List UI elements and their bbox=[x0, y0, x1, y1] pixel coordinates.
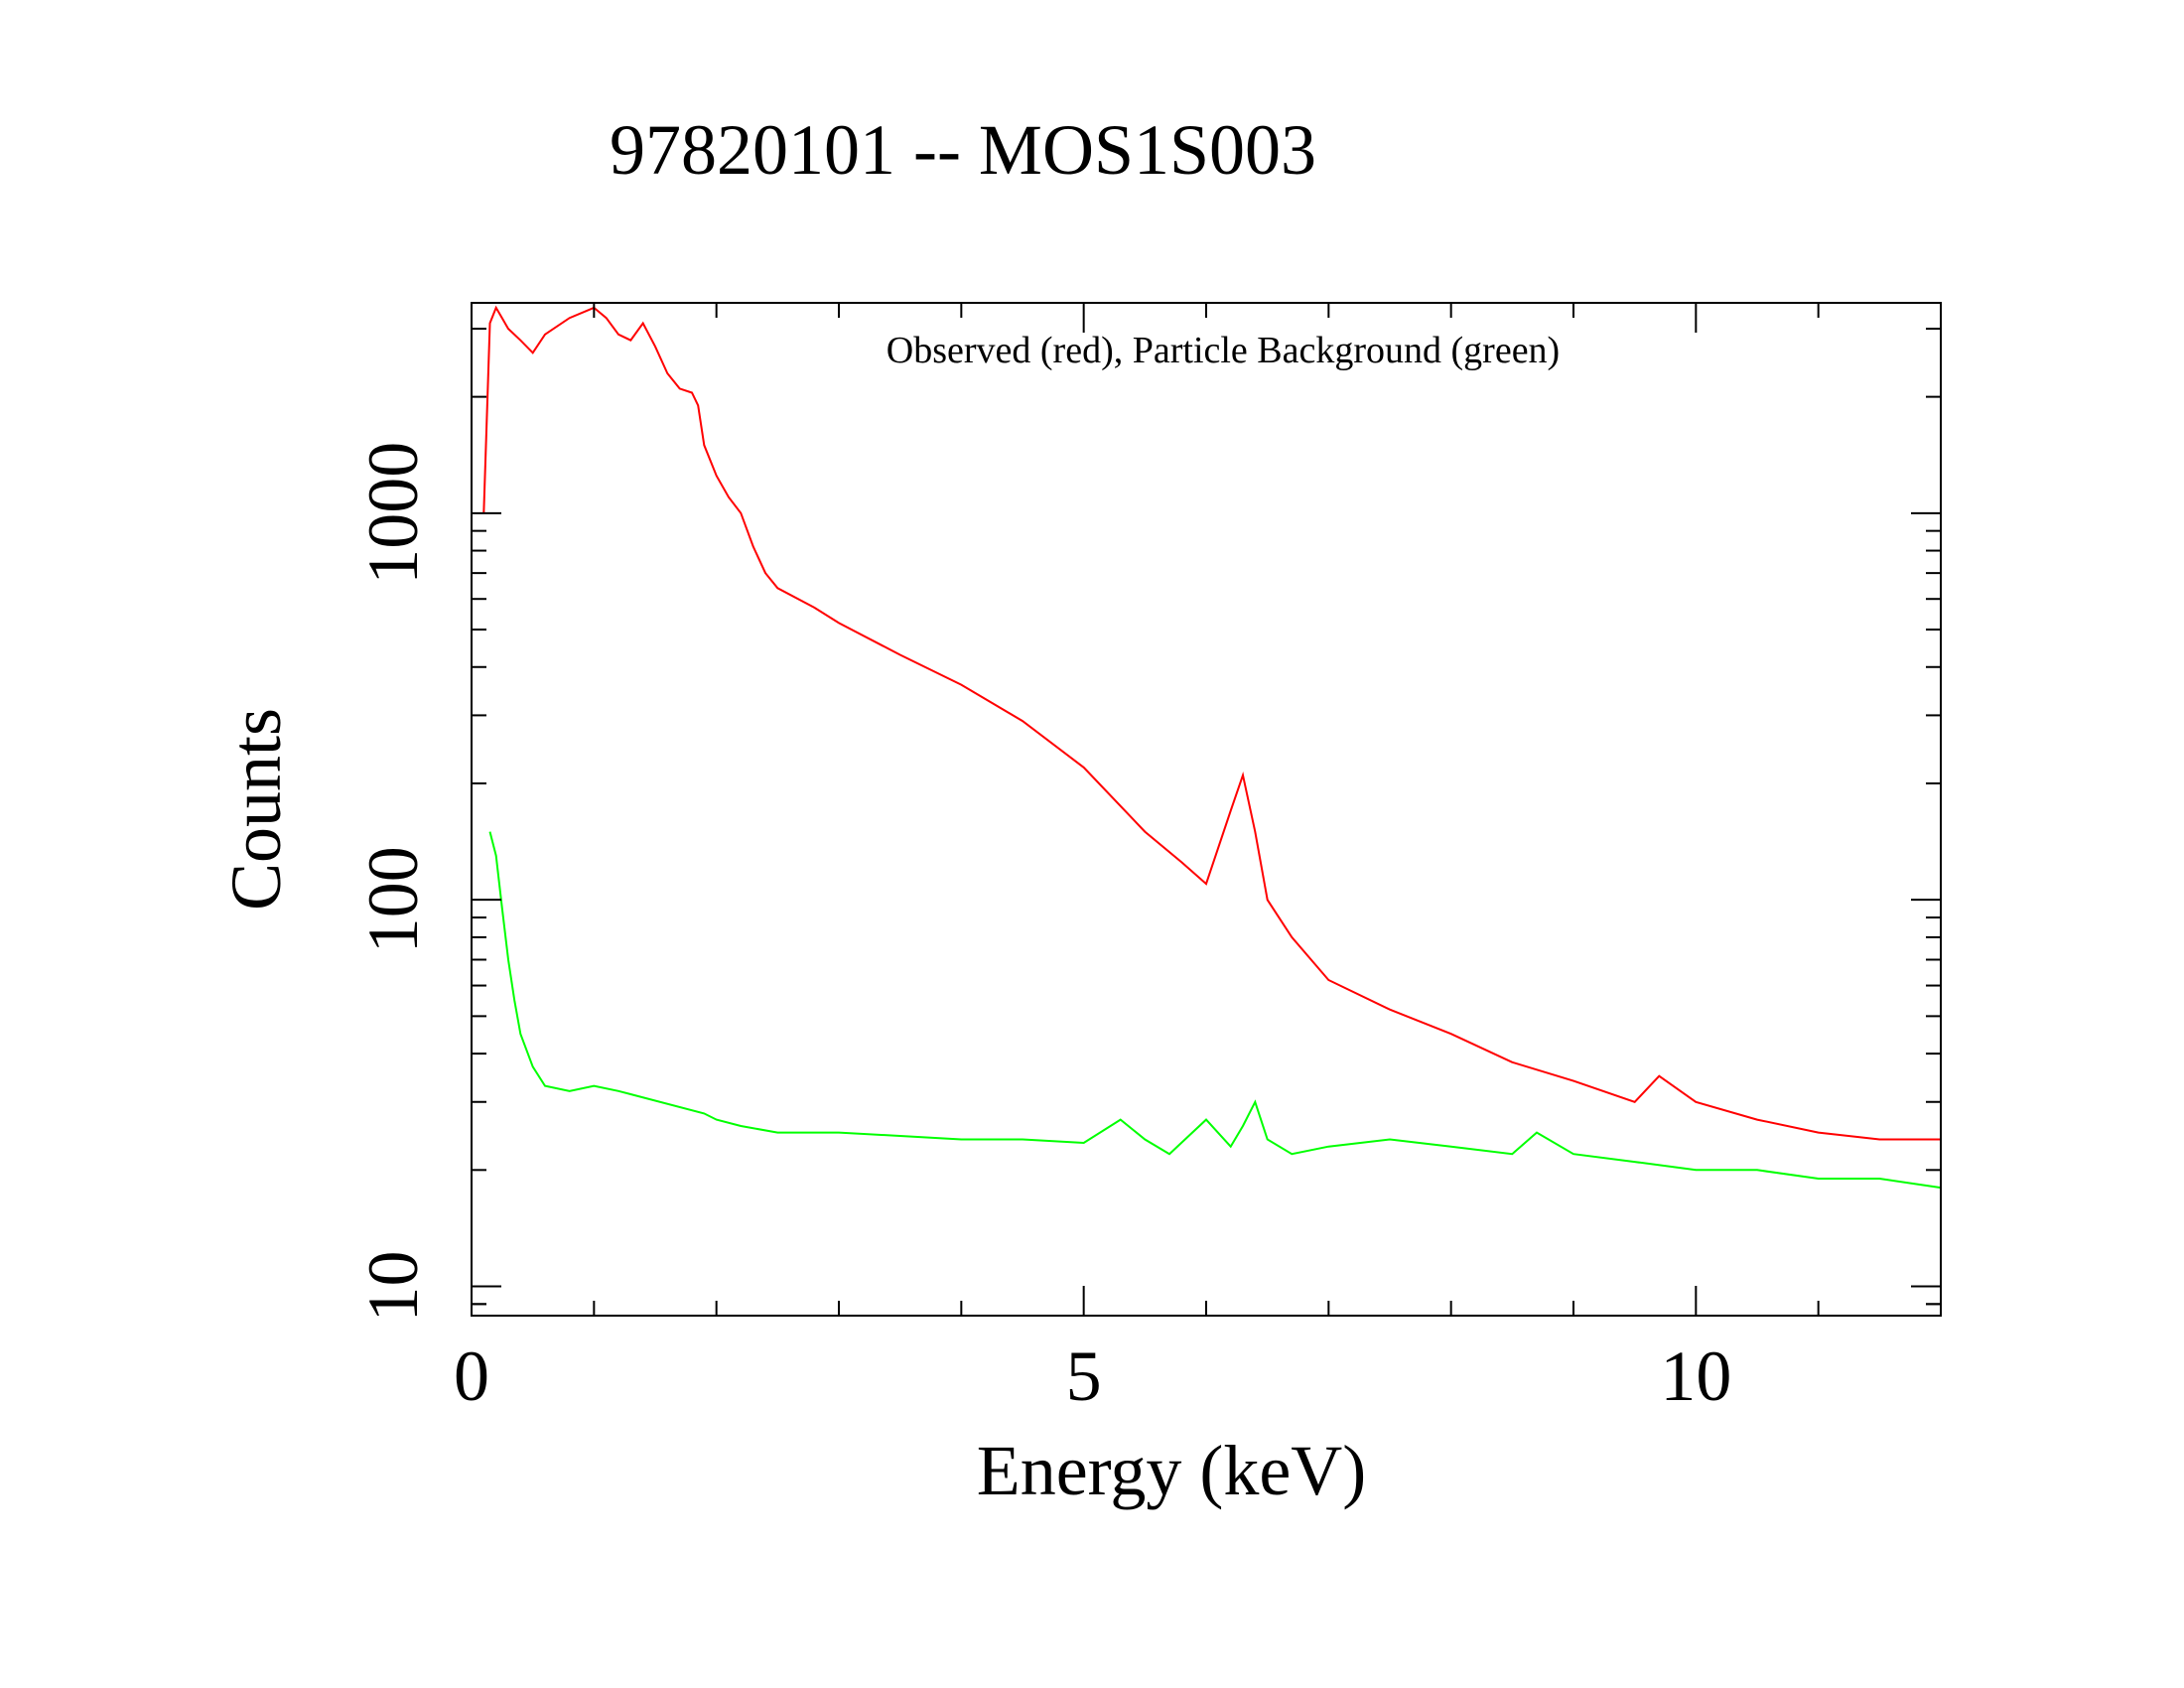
x-axis-label: Energy (keV) bbox=[977, 1431, 1367, 1510]
series-line-background bbox=[488, 831, 1942, 1190]
y-tick-label: 10 bbox=[353, 1251, 433, 1323]
chart-title: 97820101 -- MOS1S003 bbox=[610, 110, 1316, 190]
plot-annotation: Observed (red), Particle Background (gre… bbox=[887, 330, 1560, 371]
x-tick-label: 0 bbox=[454, 1336, 489, 1416]
x-tick-label: 10 bbox=[1660, 1336, 1731, 1416]
y-tick-label: 1000 bbox=[353, 442, 433, 585]
plot-area: 0 5 10 10 100 1000 bbox=[353, 302, 1942, 1416]
plot-frame bbox=[471, 302, 1942, 1317]
x-tick-label: 5 bbox=[1066, 1336, 1102, 1416]
y-tick-label: 100 bbox=[353, 846, 433, 953]
y-axis-label: Counts bbox=[216, 708, 296, 911]
series-line-observed bbox=[482, 305, 1941, 1141]
tick-layer: 0 5 10 10 100 1000 bbox=[353, 303, 1942, 1416]
series-layer bbox=[482, 305, 1942, 1190]
